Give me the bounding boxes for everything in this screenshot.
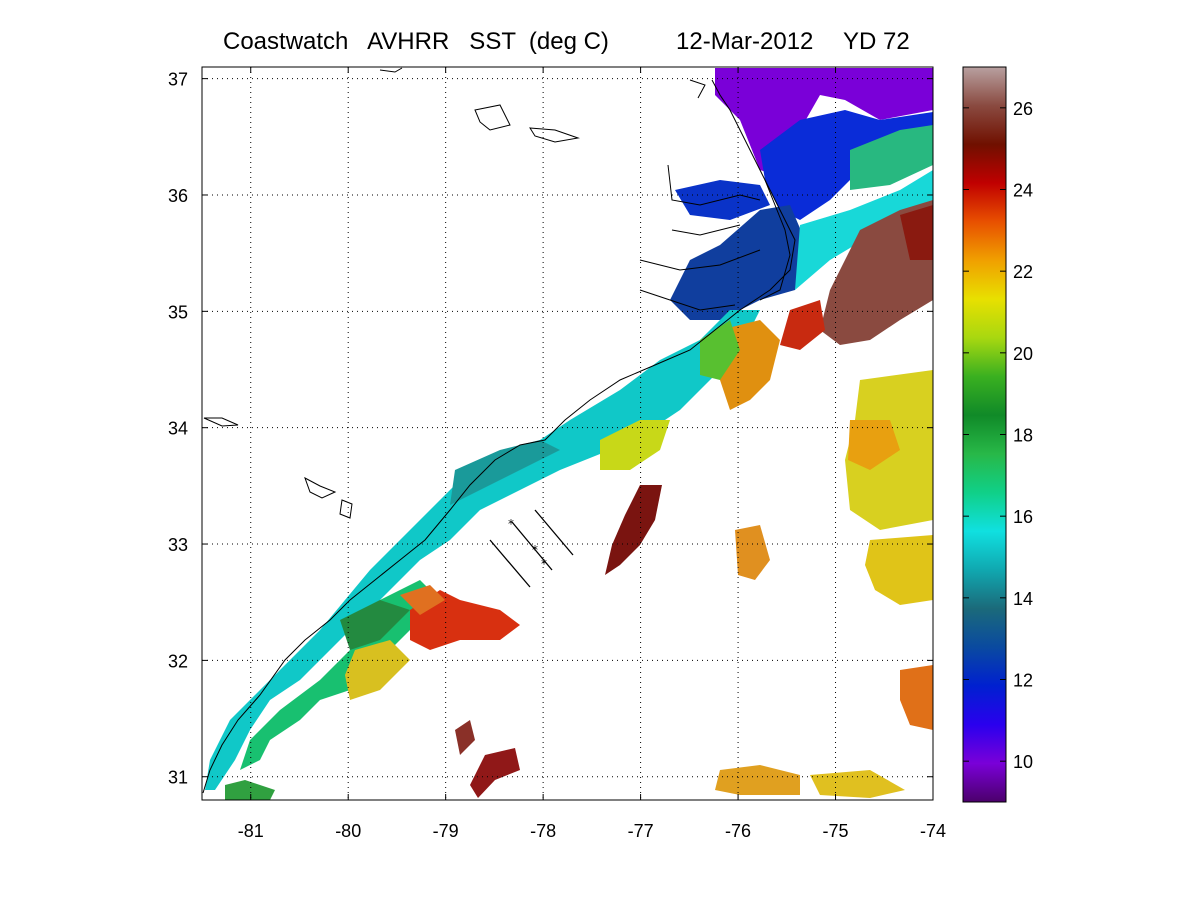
colorbar-tick-label: 14 [1013, 589, 1033, 609]
longitude-tick-label: -74 [920, 821, 946, 841]
map-grid [202, 67, 933, 800]
longitude-tick-label: -78 [530, 821, 556, 841]
coastline-outer-banks [759, 179, 791, 301]
mooring-marker-3: * [541, 557, 547, 571]
title-date: 12-Mar-2012 [676, 28, 814, 55]
title-product: Coastwatch AVHRR SST (deg C) [223, 28, 609, 55]
sst-patch-darkred-offshore [900, 205, 933, 260]
sst-patch-red-sc [410, 590, 520, 650]
sst-patch-orange-south [735, 525, 770, 580]
longitude-tick-label: -77 [628, 821, 654, 841]
mooring-marker-1: * [508, 517, 514, 531]
colorbar: 26 24 22 20 18 16 14 12 10 [962, 66, 1033, 803]
colorbar-tick-label: 10 [1013, 752, 1033, 772]
coastline-lake-4 [339, 499, 353, 519]
map-axes [202, 67, 934, 800]
sst-patch-orange-offshore [848, 420, 900, 470]
sst-patch-darkred-south [470, 748, 520, 798]
sst-patch-yellow-bottom [810, 770, 905, 798]
colorbar-tick-label: 18 [1013, 426, 1033, 446]
sst-patch-orange-se [900, 665, 933, 730]
colorbar-tick-label: 16 [1013, 507, 1033, 527]
sst-patch-pamlico [670, 205, 805, 320]
sst-patch-red-offshore [780, 300, 825, 350]
mooring-marker-2: * [532, 543, 538, 557]
latitude-labels: 37 36 35 34 33 32 31 [168, 70, 188, 788]
latitude-tick-label: 36 [168, 186, 188, 206]
title-yearday: YD 72 [843, 28, 910, 55]
coastline [202, 67, 796, 794]
coastline-inlet-1 [689, 79, 706, 99]
latitude-tick-label: 34 [168, 419, 188, 439]
coastline-lake-5 [203, 417, 239, 427]
sst-patch-brown-south [455, 720, 475, 755]
coastline-lake-3 [304, 476, 337, 499]
sst-patch-sound-blue [675, 180, 770, 220]
sst-field-layer [205, 68, 933, 800]
longitude-tick-label: -79 [433, 821, 459, 841]
latitude-tick-label: 35 [168, 302, 188, 322]
map-title: Coastwatch AVHRR SST (deg C) 12-Mar-2012… [0, 28, 1200, 58]
sst-patch-green-mid [700, 320, 740, 380]
map-frame [201, 66, 934, 801]
sst-patch-yellow-mid [600, 420, 670, 470]
latitude-tick-label: 37 [168, 70, 188, 90]
sst-patch-shelf-teal [450, 440, 560, 505]
coastline-pamlico [639, 249, 761, 311]
longitude-labels: -81 -80 -79 -78 -77 -76 -75 -74 [238, 821, 946, 841]
mooring-lines [489, 509, 574, 588]
latitude-tick-label: 33 [168, 535, 188, 555]
colorbar-tick-label: 20 [1013, 344, 1033, 364]
colorbar-tick-label: 24 [1013, 181, 1033, 201]
colorbar-gradient [962, 66, 1007, 803]
longitude-tick-label: -80 [335, 821, 361, 841]
sst-patch-darkred-eddy [605, 485, 662, 575]
colorbar-ticks: 26 24 22 20 18 16 14 12 10 [963, 99, 1033, 772]
coastline-albemarle [667, 164, 761, 236]
longitude-tick-label: -81 [238, 821, 264, 841]
coastline-lake-1 [474, 104, 511, 131]
longitude-tick-label: -76 [725, 821, 751, 841]
colorbar-tick-label: 12 [1013, 671, 1033, 691]
sst-patch-shelf-darkgreen [340, 600, 410, 650]
coastline-mainland [202, 79, 796, 794]
coastline-inlet-2 [379, 67, 403, 73]
sst-patch-green-florida [225, 780, 275, 800]
colorbar-tick-label: 22 [1013, 262, 1033, 282]
longitude-tick-label: -75 [823, 821, 849, 841]
sst-patch-yellow-south [865, 535, 933, 605]
sst-patch-orange-sc [400, 585, 445, 615]
latitude-tick-label: 31 [168, 768, 188, 788]
latitude-tick-label: 32 [168, 651, 188, 671]
coastline-lake-2 [529, 127, 580, 143]
sst-patch-orange-bottom [715, 765, 800, 795]
mooring-markers: * * * [508, 517, 547, 571]
colorbar-tick-label: 26 [1013, 99, 1033, 119]
sst-patch-yellow-sc [345, 640, 410, 700]
sst-patch-green-north [850, 125, 933, 190]
